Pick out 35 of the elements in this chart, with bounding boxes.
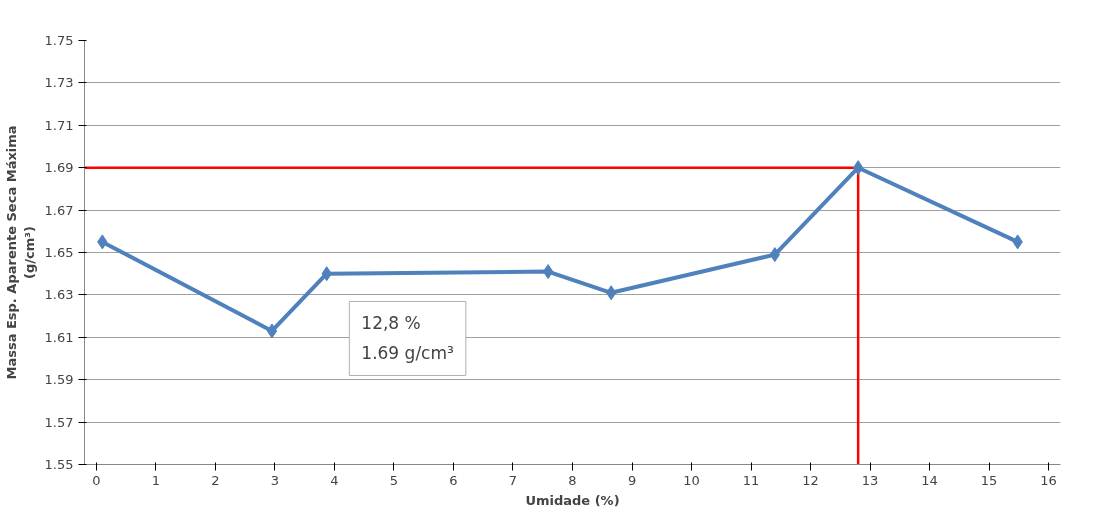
y-tick-label: 1.65 xyxy=(44,245,74,260)
x-tick-label: 3 xyxy=(270,472,280,488)
x-tick-label: 7 xyxy=(508,472,518,488)
x-tick-label: 10 xyxy=(683,472,700,488)
point xyxy=(852,160,864,176)
point xyxy=(769,247,781,263)
y-tick-label: 1.57 xyxy=(44,414,74,430)
y-tick-label: 1.75 xyxy=(44,33,74,48)
annotation: 12,8 % 1.69 g/cm³ xyxy=(361,313,454,364)
x-tick-label: 8 xyxy=(568,472,577,488)
x-tick-label: 0 xyxy=(92,472,101,488)
x-axis-title: Umidade (%) xyxy=(525,492,620,508)
x-tick-label: 4 xyxy=(330,472,339,488)
y-tick-label: 1.67 xyxy=(44,202,74,218)
x-tick-label: 11 xyxy=(742,472,760,488)
x-tick-label: 14 xyxy=(921,472,938,488)
y-tick-label: 1.73 xyxy=(44,75,74,91)
y-axis-title: Massa Esp. Aparente Seca Máxima (g/cm³) xyxy=(3,125,37,380)
point xyxy=(542,264,554,280)
x-tick-label: 2 xyxy=(211,472,220,488)
x-tick-label: 5 xyxy=(389,472,399,488)
y-tick-label: 1.63 xyxy=(44,287,74,303)
y-tick-label: 1.61 xyxy=(44,329,74,345)
x-tick-label: 6 xyxy=(449,472,458,488)
x-tick-label: 13 xyxy=(861,472,879,488)
y-tick-label: 1.59 xyxy=(44,372,74,388)
x-tick-label: 9 xyxy=(627,472,637,488)
y-tick-label: 1.69 xyxy=(44,160,74,176)
y-tick-label: 1.71 xyxy=(44,117,74,133)
y-tick-label: 1.55 xyxy=(44,457,74,472)
x-tick-label: 1 xyxy=(151,472,161,488)
x-tick-label: 12 xyxy=(802,472,819,488)
x-tick-label: 15 xyxy=(980,472,998,488)
point xyxy=(266,323,278,339)
x-tick-label: 16 xyxy=(1040,472,1057,488)
